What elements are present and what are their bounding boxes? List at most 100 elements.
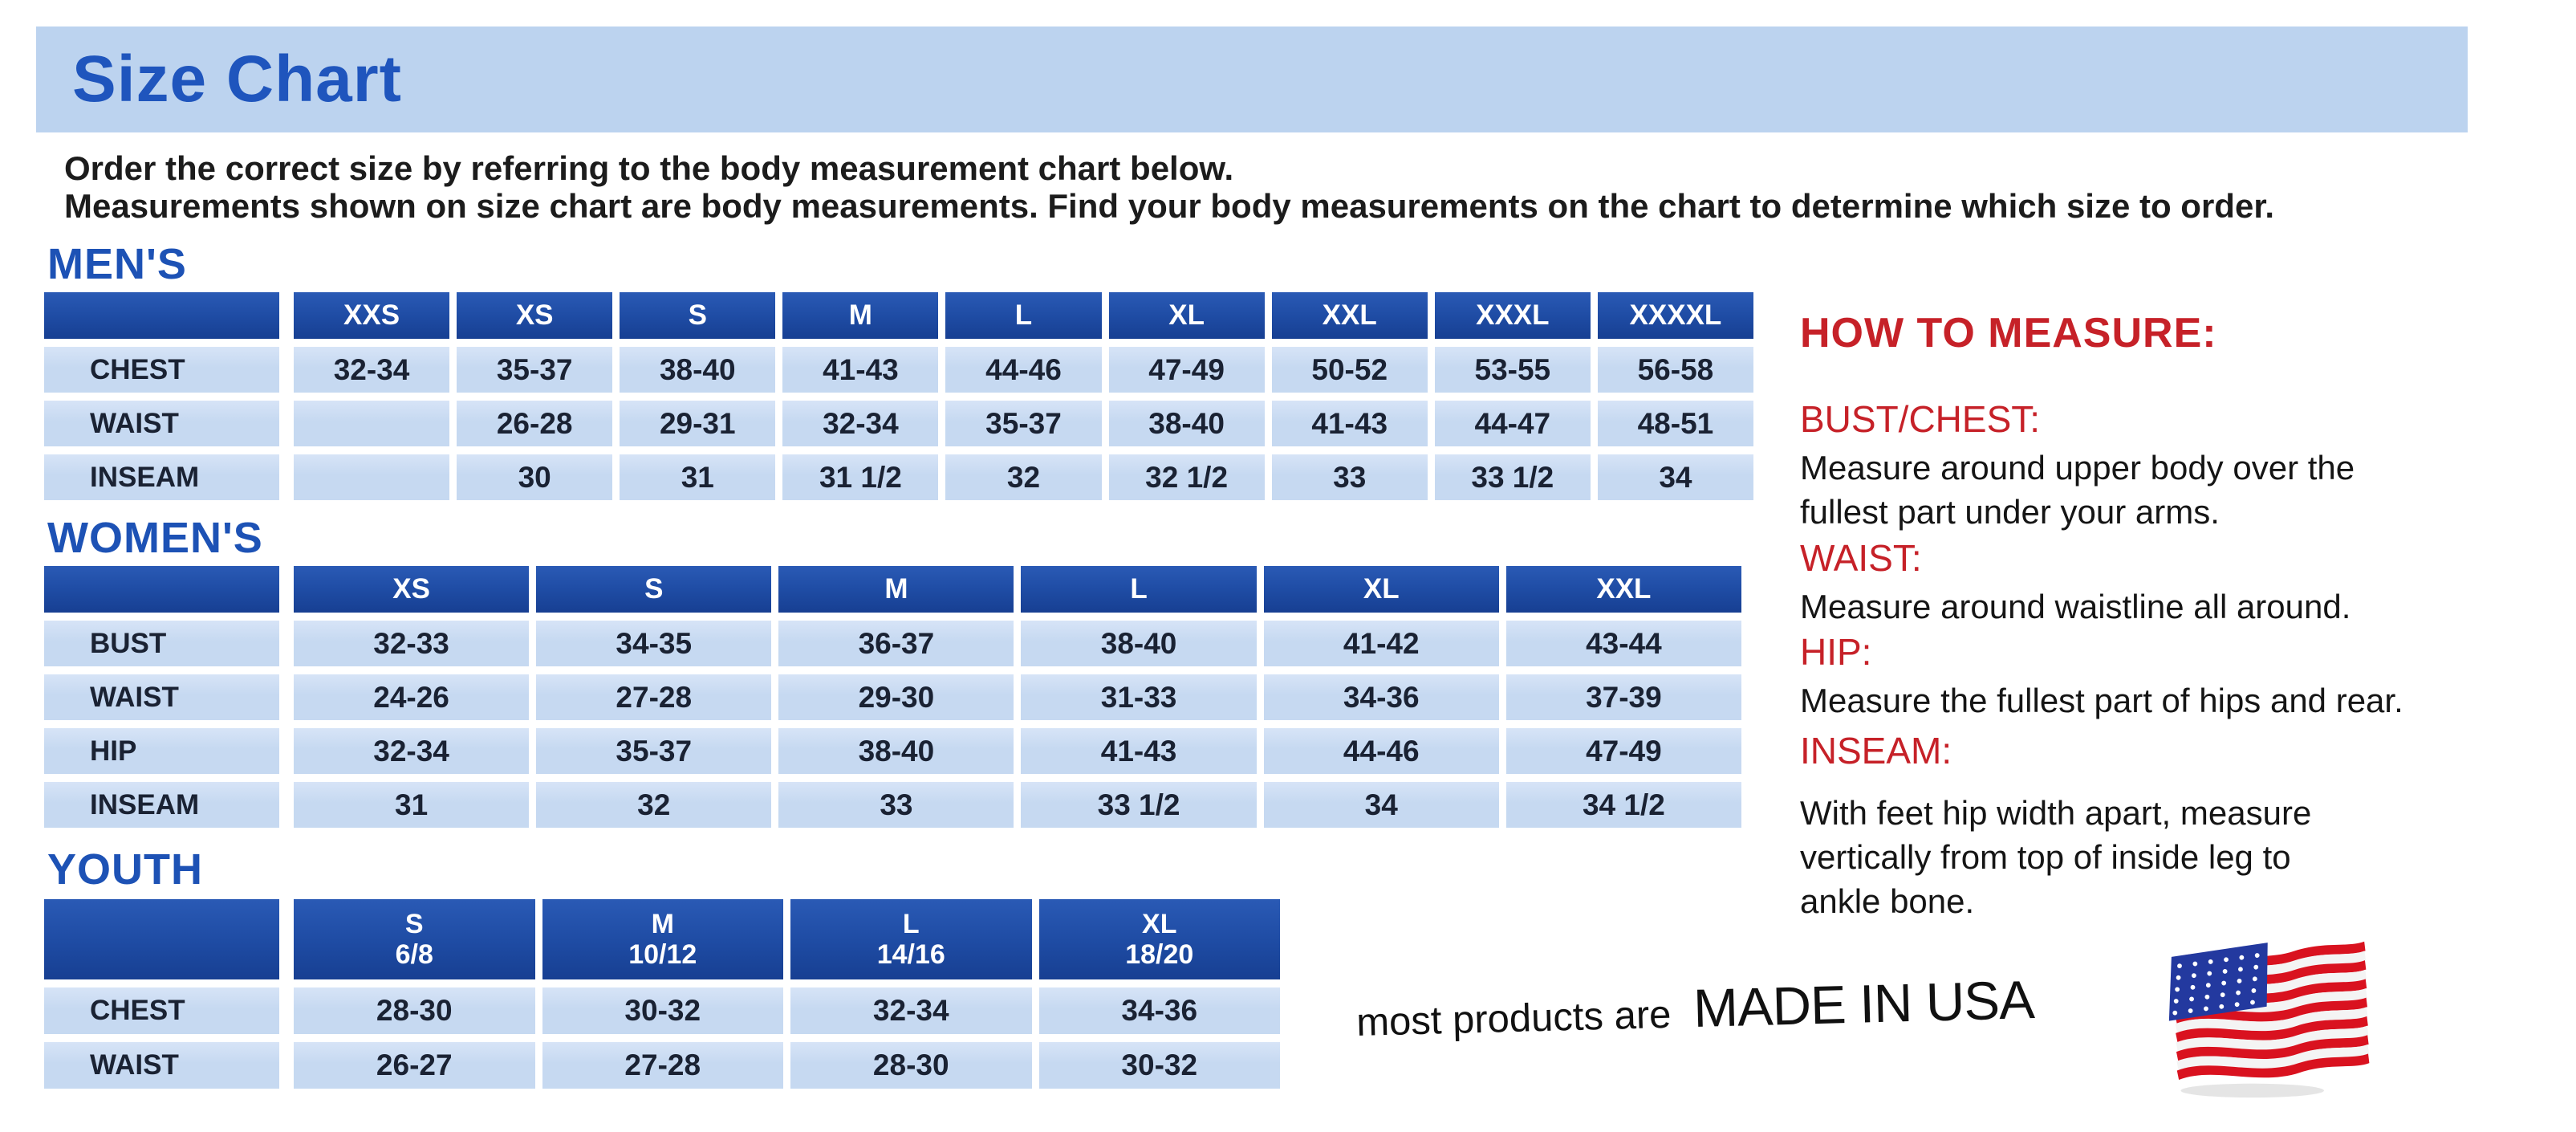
womens-cell: 32 — [536, 782, 772, 828]
youth-size-label: S — [404, 908, 424, 939]
mens-cell: 32-34 — [294, 347, 450, 393]
youth-size-label: XL — [1142, 908, 1177, 939]
made-in-usa-line: most products are MADE IN USA — [1355, 969, 2035, 1049]
youth-size-range: 6/8 — [395, 939, 433, 970]
mens-cell: 41-43 — [1271, 401, 1428, 446]
womens-cell: 29-30 — [778, 674, 1014, 720]
youth-col-header: XL 18/20 — [1038, 899, 1280, 979]
youth-cell: 27-28 — [542, 1042, 783, 1089]
womens-cell: 34-36 — [1263, 674, 1499, 720]
youth-size-label: L — [902, 908, 920, 939]
mens-col-header: XXXXL — [1597, 292, 1753, 339]
womens-corner-cell — [44, 566, 279, 613]
womens-cell: 38-40 — [1021, 621, 1257, 666]
womens-cell: 43-44 — [1505, 621, 1741, 666]
measure-desc-hip: Measure the fullest part of hips and rea… — [1800, 682, 2403, 719]
mens-cell: 44-47 — [1434, 401, 1591, 446]
mens-row-label: CHEST — [44, 347, 279, 393]
womens-cell: 44-46 — [1263, 728, 1499, 774]
womens-cell: 27-28 — [536, 674, 772, 720]
womens-cell: 31 — [294, 782, 530, 828]
womens-cell: 33 1/2 — [1021, 782, 1257, 828]
womens-col-header: M — [778, 566, 1014, 613]
measure-desc-inseam: With feet hip width apart, measure verti… — [1800, 794, 2312, 920]
mens-col-header: S — [620, 292, 776, 339]
mens-cell: 32 1/2 — [1108, 454, 1265, 500]
youth-cell: 30-32 — [542, 987, 783, 1034]
page-title: Size Chart — [72, 43, 402, 116]
mens-row-label: INSEAM — [44, 454, 279, 500]
mens-col-header: XXXL — [1434, 292, 1591, 339]
womens-cell: 34-35 — [536, 621, 772, 666]
youth-size-range: 14/16 — [876, 939, 945, 970]
youth-row-label: WAIST — [44, 1042, 279, 1089]
womens-cell: 34 — [1263, 782, 1499, 828]
womens-col-header: XXL — [1505, 566, 1741, 613]
youth-heading: YOUTH — [47, 845, 203, 894]
mens-col-header: XXS — [294, 292, 450, 339]
womens-cell: 32-33 — [294, 621, 530, 666]
youth-size-range: 18/20 — [1125, 939, 1194, 970]
womens-cell: 38-40 — [778, 728, 1014, 774]
title-band: Size Chart — [36, 26, 2468, 132]
mens-row-label: WAIST — [44, 401, 279, 446]
mens-cell: 47-49 — [1108, 347, 1265, 393]
mens-col-header: L — [945, 292, 1102, 339]
made-in-usa-text: MADE IN USA — [1692, 969, 2035, 1040]
womens-cell: 37-39 — [1505, 674, 1741, 720]
measure-term-inseam: INSEAM: — [1800, 730, 1952, 772]
mens-cell: 38-40 — [620, 347, 776, 393]
mens-cell: 53-55 — [1434, 347, 1591, 393]
womens-col-header: XS — [294, 566, 530, 613]
mens-cell: 31 1/2 — [782, 454, 939, 500]
womens-size-table: XS S M L XL XXL BUST 32-33 34-35 36-37 3… — [44, 566, 1741, 828]
mens-cell: 56-58 — [1597, 347, 1753, 393]
mens-cell: 35-37 — [457, 347, 613, 393]
mens-cell: 31 — [620, 454, 776, 500]
youth-cell: 28-30 — [294, 987, 535, 1034]
mens-cell: 44-46 — [945, 347, 1102, 393]
mens-col-header: XXL — [1271, 292, 1428, 339]
mens-cell: 30 — [457, 454, 613, 500]
youth-size-table: S 6/8 M 10/12 L 14/16 XL 18/20 CHEST 28-… — [44, 899, 1280, 1089]
youth-cell: 32-34 — [790, 987, 1032, 1034]
mens-cell: 38-40 — [1108, 401, 1265, 446]
mens-cell: 41-43 — [782, 347, 939, 393]
youth-col-header: S 6/8 — [294, 899, 535, 979]
mens-cell: 33 1/2 — [1434, 454, 1591, 500]
womens-row-label: INSEAM — [44, 782, 279, 828]
youth-cell: 26-27 — [294, 1042, 535, 1089]
womens-col-header: XL — [1263, 566, 1499, 613]
mens-size-table: XXS XS S M L XL XXL XXXL XXXXL CHEST 32-… — [44, 292, 1753, 500]
us-flag-icon — [2168, 941, 2370, 1098]
made-in-usa-prefix: most products are — [1355, 992, 1672, 1045]
measure-term-bust-chest: BUST/CHEST: — [1800, 398, 2041, 440]
youth-size-range: 10/12 — [628, 939, 697, 970]
mens-col-header: XL — [1108, 292, 1265, 339]
youth-size-label: M — [651, 908, 674, 939]
mens-cell — [294, 401, 450, 446]
mens-cell: 50-52 — [1271, 347, 1428, 393]
youth-cell: 30-32 — [1038, 1042, 1280, 1089]
mens-cell: 29-31 — [620, 401, 776, 446]
womens-cell: 47-49 — [1505, 728, 1741, 774]
womens-cell: 31-33 — [1021, 674, 1257, 720]
womens-row-label: HIP — [44, 728, 279, 774]
youth-cell: 28-30 — [790, 1042, 1032, 1089]
youth-corner-cell — [44, 899, 279, 979]
mens-cell: 33 — [1271, 454, 1428, 500]
youth-col-header: M 10/12 — [542, 899, 783, 979]
womens-heading: WOMEN'S — [47, 514, 263, 562]
mens-cell: 48-51 — [1597, 401, 1753, 446]
mens-cell: 26-28 — [457, 401, 613, 446]
mens-cell: 35-37 — [945, 401, 1102, 446]
mens-corner-cell — [44, 292, 279, 339]
womens-col-header: S — [536, 566, 772, 613]
measure-desc-bust-chest: Measure around upper body over the fulle… — [1800, 449, 2355, 531]
womens-cell: 24-26 — [294, 674, 530, 720]
mens-col-header: M — [782, 292, 939, 339]
womens-row-label: BUST — [44, 621, 279, 666]
womens-cell: 36-37 — [778, 621, 1014, 666]
youth-row-label: CHEST — [44, 987, 279, 1034]
measure-term-hip: HIP: — [1800, 631, 1872, 673]
